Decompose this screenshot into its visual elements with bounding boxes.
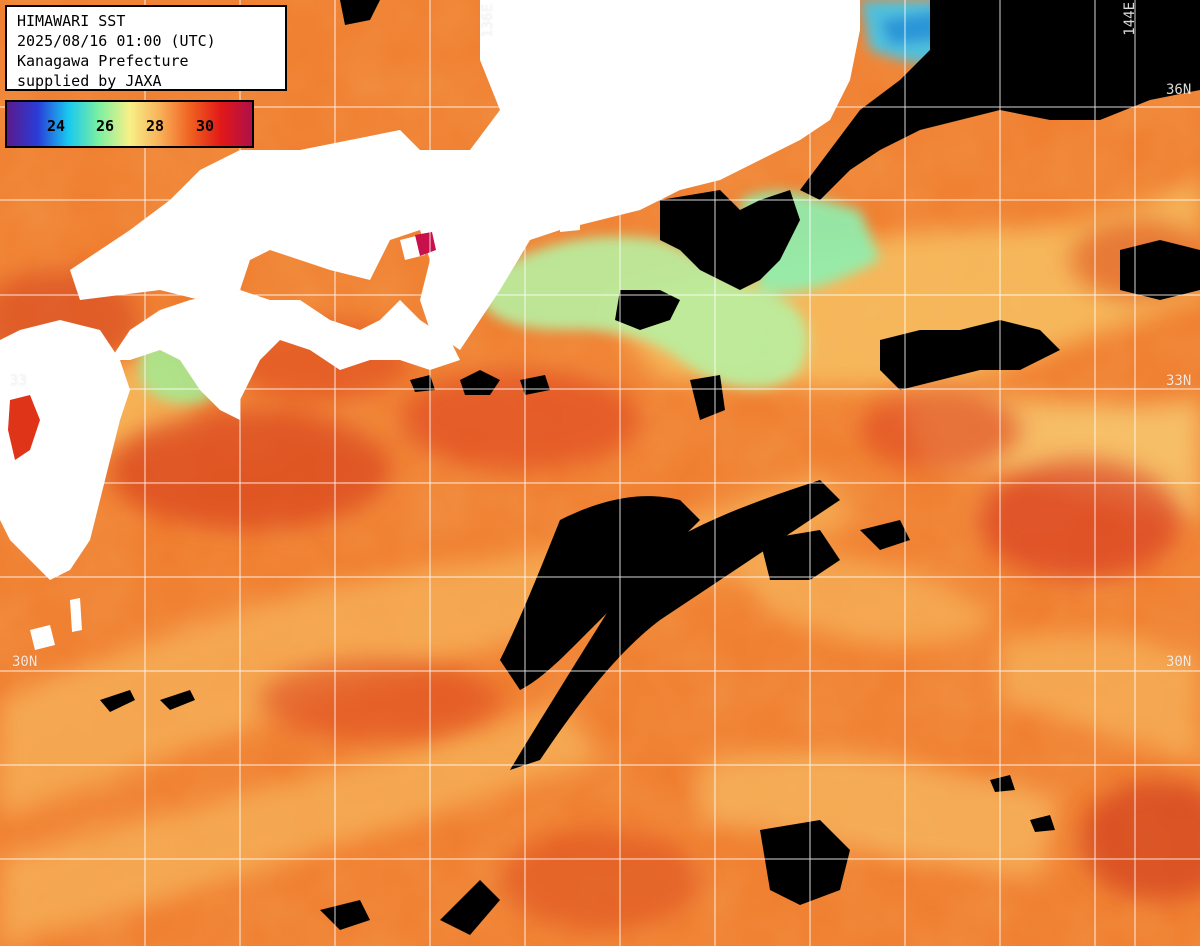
land [0,0,860,650]
map-source: supplied by JAXA [17,72,162,90]
lat-label-30n-right: 30N [1166,654,1192,670]
temperature-legend: 24 26 28 30 [5,100,254,148]
lon-label-136e: 136E [480,4,496,38]
map-provider: Kanagawa Prefecture [17,52,189,70]
lat-label-30n-left: 30N [12,654,38,670]
lat-label-33n-right: 33N [1166,373,1192,389]
legend-tick-30: 30 [196,117,215,135]
lon-label-144e: 144E [1122,2,1138,36]
map-title: HIMAWARI SST [17,12,126,30]
map-info-box: HIMAWARI SST 2025/08/16 01:00 (UTC) Kana… [5,5,287,91]
map-timestamp: 2025/08/16 01:00 (UTC) [17,32,216,50]
lat-label-33-left: 33 [10,373,27,389]
legend-tick-28: 28 [146,117,165,135]
bay-hot-spot [415,232,436,256]
bay-warm-water [8,395,40,460]
legend-tick-26: 26 [96,117,115,135]
legend-color-bar [7,102,252,146]
lat-label-36n-right: 36N [1166,82,1192,98]
legend-tick-24: 24 [47,117,66,135]
